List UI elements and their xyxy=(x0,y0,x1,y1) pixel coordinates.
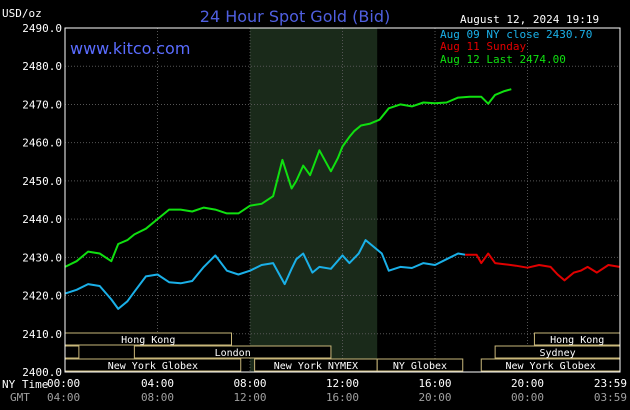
exchange-bar-label: New York Globex xyxy=(108,361,198,372)
x-tick-label-gmt: 20:00 xyxy=(418,391,451,404)
exchange-bar-label: Sydney xyxy=(540,348,576,359)
exchange-bar: Sydney xyxy=(494,345,621,359)
x-tick-label-ny: 16:00 xyxy=(418,377,451,390)
website-link[interactable]: www.kitco.com xyxy=(70,39,190,58)
legend-aug09: Aug 09 NY close 2430.70 xyxy=(440,28,592,41)
chart-title: 24 Hour Spot Gold (Bid) xyxy=(200,7,390,26)
y-tick-label: 2480.0 xyxy=(22,60,62,73)
plot-border xyxy=(64,27,621,373)
timestamp: August 12, 2024 19:19 xyxy=(460,13,599,26)
x-tick-label-gmt: 08:00 xyxy=(141,391,174,404)
y-tick-label: 2400.0 xyxy=(22,366,62,379)
exchange-bar-box xyxy=(133,345,332,359)
x-tick-label-ny: 04:00 xyxy=(141,377,174,390)
ny-session-shading xyxy=(250,28,378,372)
y-tick-label: 2430.0 xyxy=(22,251,62,264)
exchange-bar-label: New York NYMEX xyxy=(274,361,358,372)
x-tick-label-gmt: 16:00 xyxy=(326,391,359,404)
y-tick-label: 2440.0 xyxy=(22,213,62,226)
legend: Aug 09 NY close 2430.70 Aug 11 Sunday Au… xyxy=(440,28,592,66)
series-line-0 xyxy=(64,239,466,310)
exchange-bar-box xyxy=(64,345,80,359)
x-tick-label-gmt: 04:00 xyxy=(47,391,80,404)
series-line-2 xyxy=(64,88,512,268)
exchange-bar-label: Hong Kong xyxy=(121,335,175,346)
y-tick-label: 2490.0 xyxy=(22,22,62,35)
exchange-bar xyxy=(64,345,80,359)
x-axis-tick-labels: 00:0004:0004:0008:0008:0012:0012:0016:00… xyxy=(47,377,627,404)
y-tick-label: 2420.0 xyxy=(22,290,62,303)
x-tick-label-ny: 00:00 xyxy=(47,377,80,390)
grid-lines xyxy=(65,28,620,372)
x-tick-label-gmt: 12:00 xyxy=(233,391,266,404)
unit-label: USD/oz xyxy=(2,7,42,20)
x-tick-label-ny: 20:00 xyxy=(511,377,544,390)
y-tick-label: 2460.0 xyxy=(22,137,62,150)
series-line-1 xyxy=(465,252,620,282)
x-label-gmt: GMT xyxy=(10,391,30,404)
x-tick-label-ny: 12:00 xyxy=(326,377,359,390)
x-tick-label-ny: 08:00 xyxy=(233,377,266,390)
exchange-bar-label: London xyxy=(215,348,251,359)
legend-aug11: Aug 11 Sunday xyxy=(440,40,526,53)
y-tick-label: 2450.0 xyxy=(22,175,62,188)
exchange-bar: Hong Kong xyxy=(533,332,621,346)
y-tick-label: 2470.0 xyxy=(22,98,62,111)
exchange-bar: Hong Kong xyxy=(64,332,232,346)
y-tick-label: 2410.0 xyxy=(22,328,62,341)
exchange-hours-bars: Hong Kong Hong Kong London Sydney New York G… xyxy=(64,332,621,372)
x-tick-label-ny: 23:59 xyxy=(594,377,627,390)
x-tick-label-gmt: 00:00 xyxy=(511,391,544,404)
exchange-bar-label: NY Globex xyxy=(393,361,447,372)
exchange-bar: New York Globex xyxy=(480,358,621,372)
exchange-bar-box xyxy=(376,358,464,372)
price-series xyxy=(64,88,620,310)
exchange-bar: London xyxy=(133,345,332,359)
exchange-bar: New York Globex xyxy=(64,358,242,372)
exchange-bar-label: Hong Kong xyxy=(550,335,604,346)
exchange-bar: NY Globex xyxy=(376,358,464,372)
x-tick-label-gmt: 03:59 xyxy=(594,391,627,404)
y-axis-tick-labels: 2490.0 2480.0 2470.0 2460.0 2450.0 2440.0 2430… xyxy=(22,22,62,379)
exchange-bar-label: New York Globex xyxy=(505,361,595,372)
legend-aug12: Aug 12 Last 2474.00 xyxy=(440,53,566,66)
exchange-bar: New York NYMEX xyxy=(254,358,378,372)
x-label-ny-time: NY Time xyxy=(2,378,48,391)
